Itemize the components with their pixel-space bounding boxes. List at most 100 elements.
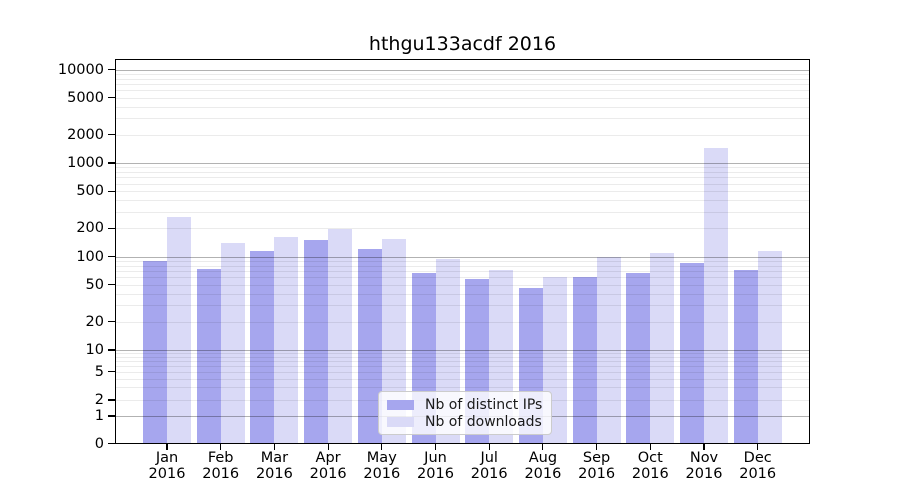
gridline-major: [115, 350, 810, 351]
y-tick: [108, 134, 115, 136]
bar-downloads: [274, 237, 299, 444]
x-tick-year: 2016: [148, 466, 186, 482]
gridline-minor: [115, 106, 810, 108]
x-tick: [381, 444, 383, 450]
y-tick-label: 10: [85, 342, 104, 358]
bar-distinct-ips: [196, 268, 221, 444]
bar-distinct-ips: [357, 249, 382, 444]
gridline-minor: [115, 321, 810, 323]
gridline-minor: [115, 78, 810, 80]
bar-distinct-ips: [680, 262, 704, 444]
y-tick-label: 1: [94, 408, 104, 424]
axes-frame-layer: [115, 59, 810, 444]
gridline-minor: [115, 378, 810, 380]
gridline-minor: [115, 167, 810, 169]
x-tick-label: Nov 2016: [676, 450, 732, 482]
x-tick-label: Sep 2016: [569, 450, 625, 482]
x-tick-year: 2016: [309, 466, 347, 482]
x-tick-year: 2016: [470, 466, 508, 482]
gridline-minor: [115, 356, 810, 358]
x-tick-label: Apr 2016: [300, 450, 356, 482]
y-tick: [108, 371, 115, 373]
y-tick-label: 200: [76, 220, 104, 237]
gridline-minor: [115, 73, 810, 75]
x-tick-year: 2016: [363, 466, 401, 482]
gridline-minor: [115, 134, 810, 136]
legend-label-downloads: Nb of downloads: [425, 413, 542, 430]
gridline-minor: [115, 200, 810, 202]
x-tick-year: 2016: [524, 466, 562, 482]
x-tick: [434, 444, 437, 450]
y-tick: [108, 97, 115, 99]
gridline-minor: [115, 90, 810, 92]
y-tick: [108, 255, 115, 258]
x-tick-label: Aug 2016: [515, 450, 571, 482]
y-tick: [108, 227, 115, 229]
x-tick-year: 2016: [578, 466, 616, 482]
y-tick-label: 2: [94, 392, 104, 408]
y-tick: [108, 284, 115, 286]
gridline-minor: [115, 191, 810, 193]
x-tick: [757, 444, 759, 450]
x-tick: [166, 444, 168, 450]
x-tick-year: 2016: [685, 466, 723, 482]
x-tick-label: Dec 2016: [730, 450, 786, 482]
x-tick-label: May 2016: [354, 450, 410, 482]
y-tick: [108, 349, 115, 351]
x-tick: [649, 444, 651, 450]
gridline-minor: [115, 97, 810, 99]
legend-row-downloads: Nb of downloads: [387, 414, 543, 430]
x-tick-year: 2016: [255, 466, 293, 482]
x-tick: [596, 444, 598, 450]
bar-distinct-ips: [572, 276, 597, 444]
gridline-minor: [115, 118, 810, 120]
chart-title: hthgu133acdf 2016: [368, 33, 557, 55]
x-tick-year: 2016: [202, 466, 240, 482]
y-tick-label: 500: [76, 183, 104, 200]
legend-swatch-downloads: [387, 416, 414, 427]
y-tick: [108, 399, 115, 401]
y-tick-label: 0: [94, 435, 104, 452]
y-tick: [108, 68, 115, 71]
gridline-minor: [115, 270, 810, 272]
bar-downloads: [757, 250, 782, 444]
x-tick: [327, 444, 329, 450]
x-tick-label: Mar 2016: [246, 450, 302, 482]
bar-downloads: [596, 256, 621, 444]
x-tick: [542, 444, 544, 450]
bar-distinct-ips: [143, 260, 167, 444]
gridline-minor: [115, 183, 810, 185]
y-tick-label: 5: [94, 363, 104, 380]
y-tick-label: 5000: [67, 89, 104, 106]
axes-frame: [115, 59, 810, 444]
bar-distinct-ips: [250, 250, 275, 444]
x-tick: [703, 444, 705, 450]
x-tick: [220, 444, 222, 450]
gridline-minor: [115, 228, 810, 230]
x-tick-label: Jul 2016: [461, 450, 517, 482]
bar-downloads: [650, 253, 675, 444]
bar-downloads: [220, 243, 245, 444]
bar-downloads: [328, 229, 353, 444]
gridline-minor: [115, 365, 810, 367]
gridline-minor: [115, 284, 810, 286]
legend-label-distinct-ips: Nb of distinct IPs: [425, 397, 543, 414]
x-tick-label: Oct 2016: [622, 450, 678, 482]
gridline-minor: [115, 293, 810, 295]
y-tick: [108, 415, 115, 417]
y-tick-label: 1000: [67, 155, 104, 171]
gridline-minor: [115, 177, 810, 179]
y-tick-label: 100: [76, 248, 104, 265]
gridline-minor: [115, 172, 810, 174]
x-tick: [488, 444, 490, 450]
x-tick-year: 2016: [417, 466, 454, 482]
bar-downloads: [167, 216, 191, 444]
y-tick: [108, 190, 115, 192]
gridline-major: [115, 69, 810, 71]
x-tick-label: Jan 2016: [139, 450, 195, 482]
y-tick: [108, 442, 115, 445]
gridline-minor: [115, 305, 810, 307]
bar-distinct-ips: [626, 272, 651, 444]
legend-row-ips: Nb of distinct IPs: [387, 397, 543, 413]
